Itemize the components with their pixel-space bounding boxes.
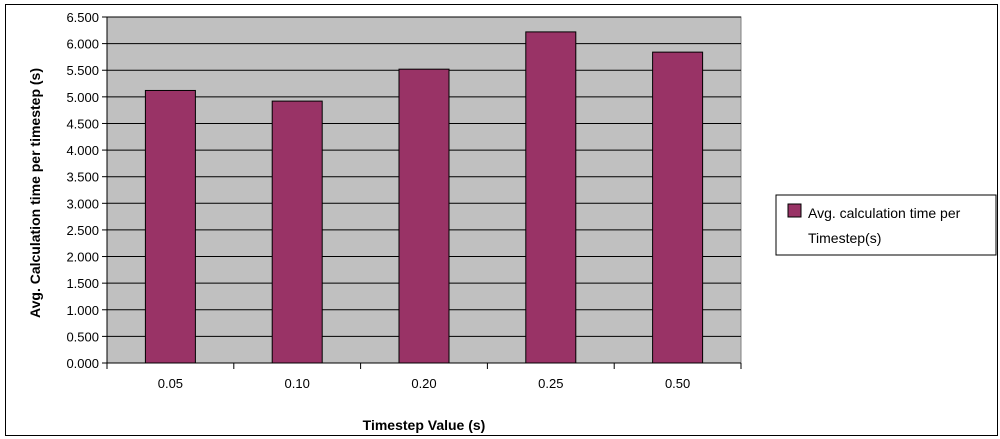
bar-0.50 (652, 51, 704, 364)
y-tick-label: 2.000 (66, 250, 99, 265)
y-tick-label: 4.000 (66, 143, 99, 158)
y-tick-label: 1.500 (66, 276, 99, 291)
bar-0.10 (271, 100, 323, 364)
y-tick-label: 1.000 (66, 303, 99, 318)
y-tick-label: 0.000 (66, 356, 99, 371)
y-tick-label: 0.500 (66, 329, 99, 344)
x-tick-label: 0.10 (285, 376, 310, 391)
legend: Avg. calculation time per Timestep(s) (775, 194, 997, 256)
legend-box (775, 194, 997, 256)
y-tick-label: 6.500 (66, 10, 99, 25)
y-axis-ticks: 0.000 0.500 1.000 1.500 2.000 2.500 3.000 3.500… (66, 10, 107, 371)
y-tick-label: 4.500 (66, 116, 99, 131)
y-tick-label: 3.500 (66, 170, 99, 185)
x-tick-label: 0.20 (411, 376, 436, 391)
y-tick-label: 5.000 (66, 90, 99, 105)
y-tick-label: 6.000 (66, 37, 99, 52)
y-tick-label: 2.500 (66, 223, 99, 238)
legend-swatch (787, 203, 802, 218)
bar-0.25 (525, 31, 577, 364)
legend-label-line-1: Avg. calculation time per (808, 205, 961, 221)
x-axis-title: Timestep Value (s) (363, 417, 486, 433)
x-tick-label: 0.25 (538, 376, 563, 391)
x-axis-ticks: 0.05 0.10 0.20 0.25 0.50 (106, 363, 742, 391)
axes (106, 17, 741, 364)
y-tick-label: 5.500 (66, 63, 99, 78)
y-axis-title: Avg. Calculation time per timestep (s) (27, 68, 43, 318)
y-tick-label: 3.000 (66, 196, 99, 211)
x-tick-label: 0.50 (665, 376, 690, 391)
bar-0.05 (144, 89, 196, 364)
legend-label-line-2: Timestep(s) (808, 230, 881, 246)
x-tick-label: 0.05 (158, 376, 183, 391)
bar-0.20 (398, 68, 450, 364)
